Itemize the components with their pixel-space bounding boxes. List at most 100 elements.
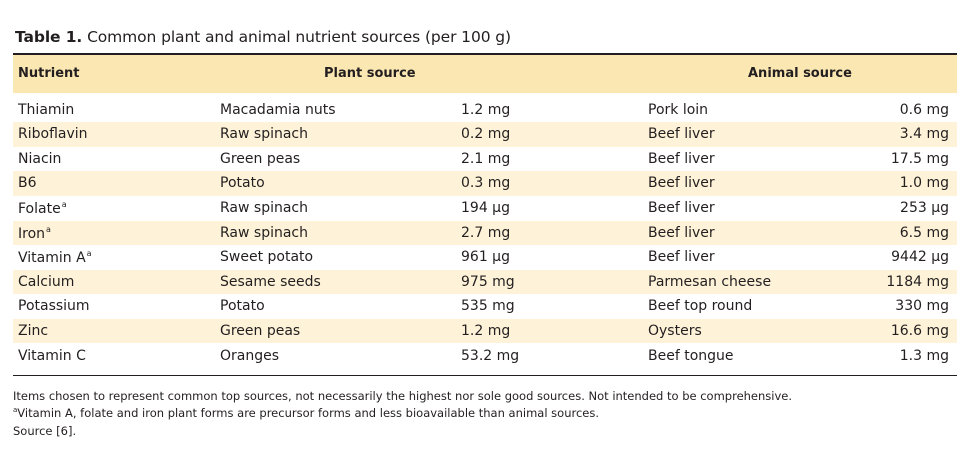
animal-source-cell: Pork loin: [648, 102, 708, 118]
nutrient-cell: Vitamin C: [18, 348, 86, 364]
animal-amount-cell: 3.4 mg: [900, 126, 949, 142]
animal-source-cell-text: Beef liver: [648, 249, 715, 266]
animal-amount-cell-text: 16.6 mg: [890, 322, 949, 339]
nutrient-cell: Irona: [18, 225, 51, 242]
plant-source-cell-text: Raw spinach: [220, 224, 308, 241]
footnote-general: Items chosen to represent common top sou…: [13, 389, 793, 403]
plant-source-cell-text: Raw spinach: [220, 199, 308, 216]
nutrient-cell-text: Vitamin C: [18, 347, 86, 364]
animal-source-cell: Beef top round: [648, 298, 752, 314]
plant-source-cell: Sweet potato: [220, 249, 313, 265]
plant-amount-cell-text: 0.3 mg: [461, 175, 511, 192]
plant-amount-cell: 0.3 mg: [461, 175, 510, 191]
nutrient-cell: Potassium: [18, 298, 90, 314]
footnote-marker: a: [61, 199, 67, 209]
animal-source-cell-text: Oysters: [648, 322, 702, 339]
animal-amount-cell: 0.6 mg: [900, 102, 949, 118]
plant-source-cell-text: Sesame seeds: [220, 273, 321, 290]
footnote-a: aVitamin A, folate and iron plant forms …: [13, 406, 599, 420]
animal-source-cell-text: Beef liver: [648, 199, 715, 216]
animal-source-cell: Beef liver: [648, 126, 715, 142]
nutrient-cell-text: Calcium: [18, 273, 75, 290]
footnote-source: Source [6].: [13, 424, 77, 438]
animal-source-cell-text: Parmesan cheese: [648, 273, 772, 290]
plant-amount-cell-text: 1.2 mg: [461, 101, 511, 118]
animal-amount-cell: 1.0 mg: [900, 175, 949, 191]
animal-amount-cell-text: 6.5 mg: [899, 224, 949, 241]
animal-amount-cell-text: 9442 µg: [891, 249, 949, 266]
plant-source-cell-text: Oranges: [220, 347, 280, 364]
animal-amount-cell: 253 µg: [900, 200, 949, 216]
nutrient-cell-text: Potassium: [18, 298, 90, 315]
animal-source-cell: Beef liver: [648, 249, 715, 265]
footnote-marker: a: [86, 249, 92, 259]
table-header: Nutrient Plant source Animal source: [13, 55, 957, 93]
animal-amount-cell: 6.5 mg: [900, 225, 949, 241]
table-row: Riboflavin Raw spinach 0.2 mg Beef liver 3.4…: [13, 122, 957, 147]
top-rule: [13, 53, 957, 55]
table-row: Thiamin Macadamia nuts 1.2 mg Pork loin 0.6 …: [13, 98, 957, 123]
nutrient-cell: Folatea: [18, 200, 67, 217]
header-nutrient: Nutrient: [18, 66, 80, 81]
nutrient-cell: Niacin: [18, 151, 61, 167]
animal-amount-cell: 17.5 mg: [891, 151, 949, 167]
plant-amount-cell: 2.7 mg: [461, 225, 510, 241]
plant-amount-cell: 1.2 mg: [461, 323, 510, 339]
table-title-text: Common plant and animal nutrient sources…: [87, 28, 511, 46]
plant-amount-cell-text: 0.2 mg: [461, 126, 511, 143]
plant-amount-cell: 2.1 mg: [461, 151, 510, 167]
footnote-marker: a: [46, 224, 51, 234]
nutrient-cell-text: Zinc: [18, 322, 49, 339]
plant-amount-cell: 1.2 mg: [461, 102, 510, 118]
animal-amount-cell: 330 mg: [895, 298, 949, 314]
animal-source-cell-text: Beef tongue: [648, 347, 734, 364]
plant-source-cell: Raw spinach: [220, 200, 308, 216]
animal-source-cell: Beef liver: [648, 200, 715, 216]
animal-amount-cell: 1184 mg: [886, 274, 949, 290]
nutrient-cell: Calcium: [18, 274, 74, 290]
plant-amount-cell-text: 2.1 mg: [461, 150, 511, 167]
animal-amount-cell-text: 253 µg: [900, 199, 949, 216]
animal-amount-cell-text: 1184 mg: [886, 273, 949, 290]
plant-source-cell-text: Sweet potato: [220, 249, 314, 266]
animal-source-cell-text: Beef liver: [648, 224, 715, 241]
plant-amount-cell-text: 1.2 mg: [461, 322, 511, 339]
animal-source-cell: Beef tongue: [648, 348, 734, 364]
table-row: Niacin Green peas 2.1 mg Beef liver 17.5 mg: [13, 147, 957, 172]
footnote-a-text: Vitamin A, folate and iron plant forms a…: [17, 406, 600, 420]
plant-source-cell: Potato: [220, 298, 265, 314]
animal-amount-cell-text: 1.3 mg: [899, 347, 949, 364]
plant-amount-cell-text: 194 µg: [461, 199, 510, 216]
plant-source-cell: Raw spinach: [220, 225, 308, 241]
footnote-a-marker: a: [13, 406, 18, 414]
table-row: Folatea Raw spinach 194 µg Beef liver 253 µg: [13, 196, 957, 221]
plant-source-cell: Green peas: [220, 151, 300, 167]
animal-amount-cell-text: 0.6 mg: [899, 101, 949, 118]
plant-amount-cell-text: 975 mg: [461, 273, 515, 290]
plant-source-cell-text: Potato: [220, 175, 265, 192]
plant-amount-cell: 975 mg: [461, 274, 515, 290]
nutrient-cell: Thiamin: [18, 102, 74, 118]
animal-source-cell-text: Pork loin: [648, 101, 709, 118]
animal-source-cell: Beef liver: [648, 225, 715, 241]
plant-amount-cell: 53.2 mg: [461, 348, 519, 364]
animal-source-cell: Parmesan cheese: [648, 274, 771, 290]
plant-amount-cell: 961 µg: [461, 249, 510, 265]
plant-source-cell: Raw spinach: [220, 126, 308, 142]
plant-source-cell: Sesame seeds: [220, 274, 321, 290]
animal-amount-cell: 16.6 mg: [891, 323, 949, 339]
table-row: Vitamin Aa Sweet potato 961 µg Beef liver 94…: [13, 245, 957, 270]
table-title: Table 1. Common plant and animal nutrien…: [15, 28, 511, 46]
nutrient-cell-text: Thiamin: [18, 101, 75, 118]
plant-amount-cell: 194 µg: [461, 200, 510, 216]
nutrient-cell: B6: [18, 175, 37, 191]
plant-amount-cell: 0.2 mg: [461, 126, 510, 142]
animal-source-cell: Oysters: [648, 323, 702, 339]
animal-source-cell-text: Beef liver: [648, 126, 715, 143]
nutrient-cell: Riboflavin: [18, 126, 88, 142]
plant-source-cell: Potato: [220, 175, 265, 191]
animal-source-cell: Beef liver: [648, 151, 715, 167]
table-row: Calcium Sesame seeds 975 mg Parmesan cheese…: [13, 269, 957, 295]
animal-amount-cell-text: 1.0 mg: [899, 175, 949, 192]
nutrient-cell: Vitamin Aa: [18, 249, 92, 266]
